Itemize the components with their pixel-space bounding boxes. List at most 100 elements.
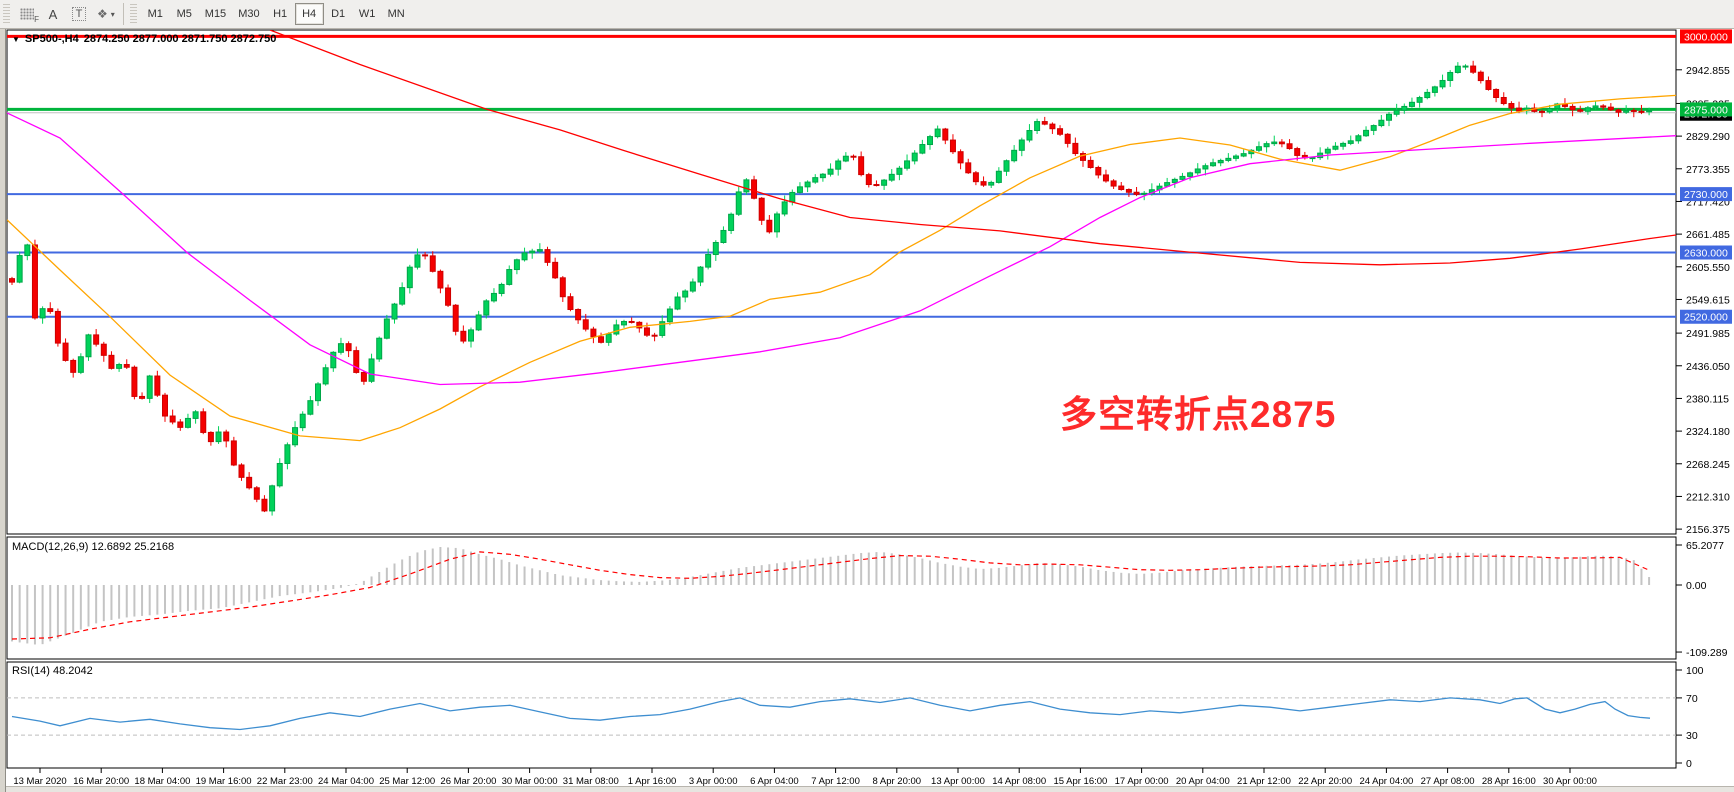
candle xyxy=(131,365,138,400)
macd-label: MACD(12,26,9) 12.6892 25.2168 xyxy=(12,541,174,553)
candle xyxy=(261,495,268,513)
candle xyxy=(1363,126,1370,137)
candle xyxy=(452,304,459,336)
candle xyxy=(949,134,956,155)
objects-tool-button[interactable]: ❖ ▾ xyxy=(92,3,120,25)
candle xyxy=(1011,145,1018,163)
time-label: 7 Apr 12:00 xyxy=(811,776,860,787)
candle xyxy=(399,282,406,306)
candle xyxy=(1332,142,1339,151)
svg-text:2630.000: 2630.000 xyxy=(1684,248,1728,260)
candle xyxy=(429,251,436,273)
candle xyxy=(972,171,979,186)
price-tick-label: 2268.245 xyxy=(1686,459,1730,471)
rsi-tick-label: 100 xyxy=(1686,665,1704,677)
candle xyxy=(888,169,895,182)
candle xyxy=(1118,181,1125,191)
chart-plot-area[interactable] xyxy=(7,30,1676,534)
timeframe-button-h4[interactable]: H4 xyxy=(294,3,324,25)
candle xyxy=(276,458,283,488)
time-label: 26 Mar 20:00 xyxy=(440,776,496,787)
candle xyxy=(315,382,321,406)
candle xyxy=(1110,179,1117,189)
candle xyxy=(1049,122,1056,134)
candle xyxy=(162,392,168,422)
candle xyxy=(582,313,589,332)
candle xyxy=(1431,85,1438,97)
timeframe-button-m30[interactable]: M30 xyxy=(238,8,260,20)
timeframe-button-mn[interactable]: MN xyxy=(387,8,405,20)
toolbar-drag-handle[interactable] xyxy=(129,4,137,24)
text-a-icon: A xyxy=(48,6,58,22)
candle xyxy=(858,151,865,177)
timeframe-button-h1[interactable]: H1 xyxy=(273,8,288,20)
candle xyxy=(445,284,452,307)
candle xyxy=(177,419,184,431)
price-annotation-text[interactable]: 多空转折点2875 xyxy=(1060,394,1337,435)
timeframe-button-m15[interactable]: M15 xyxy=(204,8,227,20)
time-label: 22 Mar 23:00 xyxy=(257,776,313,787)
time-label: 19 Mar 16:00 xyxy=(196,776,252,787)
candle xyxy=(781,195,788,217)
toolbar-drag-handle[interactable] xyxy=(3,4,10,24)
candle xyxy=(590,326,597,344)
candle xyxy=(9,276,15,286)
text-box-tool-button[interactable]: T xyxy=(66,3,92,25)
candle xyxy=(743,178,750,195)
candle xyxy=(1072,137,1079,156)
candle xyxy=(1286,139,1293,150)
macd-tick-label: 0.00 xyxy=(1686,580,1707,592)
candle xyxy=(1233,154,1239,162)
candle xyxy=(1278,139,1285,148)
candle xyxy=(1202,163,1209,176)
candle xyxy=(284,442,291,470)
rsi-line xyxy=(11,697,1651,731)
candle xyxy=(54,308,61,347)
candle xyxy=(360,370,367,385)
candle xyxy=(498,282,505,297)
time-label: 13 Mar 2020 xyxy=(13,776,66,787)
candle xyxy=(1508,101,1515,114)
time-label: 25 Mar 12:00 xyxy=(379,776,435,787)
candle xyxy=(674,292,681,311)
timeframe-button-w1[interactable]: W1 xyxy=(358,8,376,20)
candle xyxy=(330,351,337,372)
text-label-tool-button[interactable]: A xyxy=(40,3,66,25)
candle xyxy=(1386,111,1392,127)
time-label: 18 Mar 04:00 xyxy=(134,776,190,787)
candle xyxy=(253,486,260,503)
timeframe-button-m1[interactable]: M1 xyxy=(147,8,163,20)
candle xyxy=(1646,107,1653,116)
price-badge-2630: 2630.000 xyxy=(1680,245,1732,260)
timeframe-button-d1[interactable]: D1 xyxy=(331,8,346,20)
candle xyxy=(1347,135,1354,146)
candle xyxy=(567,293,574,312)
time-label: 28 Apr 16:00 xyxy=(1482,776,1536,787)
candle xyxy=(904,154,911,171)
time-label: 30 Apr 00:00 xyxy=(1543,776,1597,787)
time-label: 3 Apr 00:00 xyxy=(689,776,738,787)
candle xyxy=(735,186,742,217)
candle xyxy=(77,353,84,375)
candle xyxy=(575,308,582,324)
macd-tick-label: -109.289 xyxy=(1686,647,1728,659)
candle xyxy=(1607,103,1614,112)
price-tick-label: 2829.290 xyxy=(1686,131,1730,143)
timeframe-button-m5[interactable]: M5 xyxy=(176,8,192,20)
candle xyxy=(1087,156,1094,169)
candle xyxy=(200,408,207,435)
candle xyxy=(184,413,191,429)
candle xyxy=(544,246,551,266)
toolbar: F A T ❖ ▾ M1 M5 M15 M30 H1 H4 D1 W1 MN xyxy=(0,0,1734,29)
symbol-dropdown-icon[interactable]: ▼ xyxy=(12,34,20,44)
candle xyxy=(1401,103,1408,114)
macd-signal-line xyxy=(11,551,1649,640)
candle xyxy=(85,333,92,361)
candle xyxy=(1447,70,1454,87)
candle xyxy=(1018,137,1025,157)
snap-grid-tool-button[interactable]: F xyxy=(14,3,40,25)
candle xyxy=(238,463,245,481)
candle xyxy=(100,341,107,362)
